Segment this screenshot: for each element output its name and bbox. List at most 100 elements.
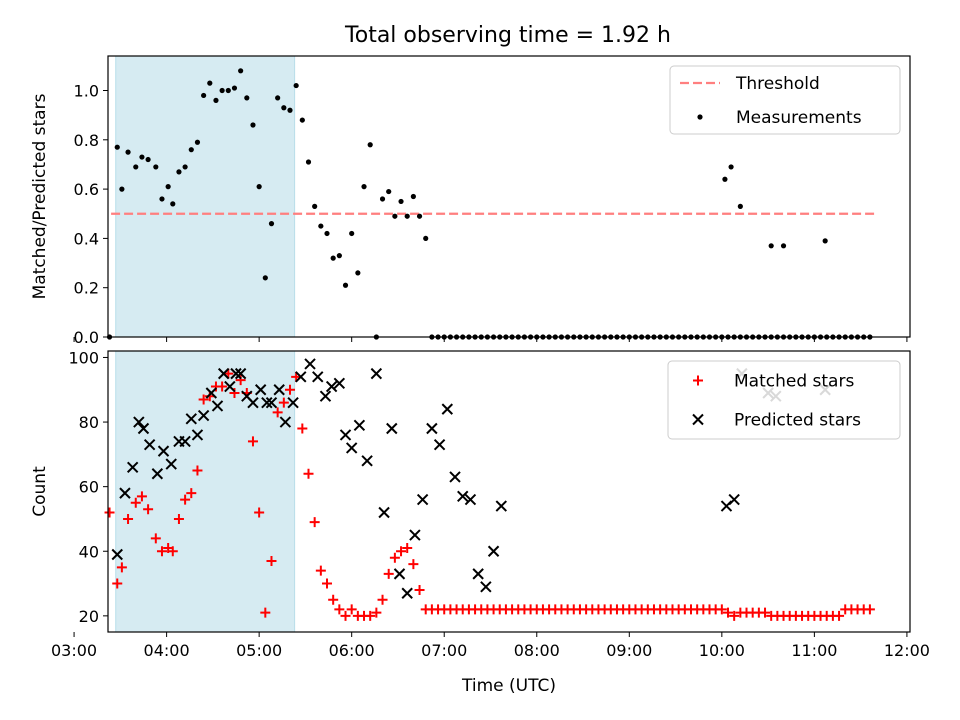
matched-star-point [297,423,308,434]
matched-star-point [229,387,240,398]
matched-star-point [260,607,271,618]
predicted-star-point [487,545,500,557]
shaded-region [115,350,296,633]
measurement-point [768,243,774,249]
measurement-point [336,253,342,259]
predicted-star-point [495,500,507,512]
predicted-star-point [230,367,242,380]
predicted-star-point [295,371,307,383]
matched-star-point [266,555,277,566]
matched-star-point [123,513,134,524]
measurement-point [398,198,404,205]
predicted-star-point [426,422,438,435]
measurement-point [318,223,324,229]
matched-star-point [192,465,203,476]
matched-star-point [389,552,400,563]
measurement-point [404,213,410,219]
predicted-star-point [151,468,164,480]
matched-star-point [346,604,357,615]
measurement-point [188,147,194,153]
predicted-star-point [273,384,285,396]
matched-star-point [315,565,326,576]
predicted-star-point [185,413,197,425]
matched-star-point [167,546,178,557]
predicted-star-point [211,400,224,412]
matched-star-point [309,517,320,528]
predicted-star-point [386,422,398,435]
predicted-star-point [111,548,123,561]
matched-star-point [116,562,127,573]
measurement-point [410,193,416,200]
x-tick-label: 12:00 [884,641,930,660]
measurement-point [238,68,244,74]
matched-star-point [328,594,339,605]
y-tick-label: 0.4 [74,229,99,248]
predicted-star-point [137,422,150,435]
measurement-point [159,196,165,202]
matched-star-point [156,546,167,557]
x-tick-label: 10:00 [699,641,745,660]
matched-star-point [278,397,289,408]
measurement-point [423,235,429,242]
predicted-star-point [449,471,461,483]
matched-star-point [383,568,394,579]
measurement-point [416,213,423,219]
measurement-point [176,169,182,175]
bottom-panel: 03:00 04:00 05:00 06:00 07:00 08:00 09:00 10:00… [30,348,930,696]
matched-star-point [365,610,376,621]
predicted-star-point [247,396,259,409]
matched-star-point [204,391,215,402]
predicted-star-point [728,493,740,506]
top-panel: 0.0 0.2 0.4 0.6 0.8 1.0 Matched/Predicted star… [30,55,911,347]
predicted-star-point [361,455,373,467]
predicted-star-point [433,438,446,451]
measurement-point [728,164,734,170]
measurement-point [201,92,207,99]
matched-star-point [834,610,845,621]
matched-star-point [414,585,425,596]
legend-label: Predicted stars [734,411,861,431]
predicted-star-point [312,371,324,383]
measurement-point [139,154,145,160]
measurement-point [207,80,213,86]
legend-label: Matched stars [734,372,854,392]
shaded-region [115,55,296,338]
matched-star-point [235,375,246,386]
y-tick-label: 1.0 [74,82,99,101]
matched-star-point [112,578,123,589]
measurement-point [170,201,176,207]
predicted-star-point [179,435,191,448]
predicted-star-point [165,458,177,470]
legend: Threshold Measurements [669,65,901,135]
legend-swatch-predicted [692,413,704,426]
predicted-star-point [254,384,267,396]
predicted-star-point [133,416,145,428]
measurement-point [305,159,312,165]
predicted-star-point [304,358,316,370]
y-tick-label: 20 [79,607,99,626]
predicted-star-point [472,568,484,580]
measurement-point [219,87,225,94]
measurement-point [231,85,238,91]
predicted-star-point [457,490,469,503]
predicted-star-point [345,442,358,454]
measurement-point [275,95,281,101]
measurement-point [361,184,367,190]
measurement-point [153,164,159,170]
predicted-star-point [441,403,454,415]
predicted-star-point [325,380,338,393]
measurement-point [182,164,188,170]
x-tick-label: 04:00 [144,641,190,660]
predicted-star-point [370,367,383,380]
matched-star-point [217,381,228,392]
matched-star-point [864,604,875,615]
measurement-point [722,176,728,182]
matched-star-point [303,468,314,479]
legend-box [669,65,901,135]
measurement-point [114,144,120,150]
measurement-point [262,275,268,281]
matched-star-point [130,497,141,508]
x-tick-label: 09:00 [606,641,652,660]
matched-star-point [198,394,209,405]
